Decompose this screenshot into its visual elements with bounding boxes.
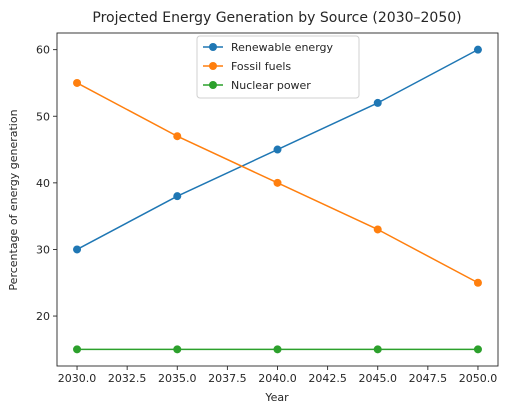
x-tick-label: 2042.5 [308, 372, 347, 385]
legend: Renewable energy Fossil fuels Nuclear powe… [196, 35, 360, 99]
x-tick-label: 2030.0 [58, 372, 97, 385]
legend-box [196, 35, 360, 99]
data-point-renewable-energy [173, 192, 182, 201]
data-point-renewable-energy [273, 145, 282, 154]
x-tick-label: 2047.5 [409, 372, 448, 385]
data-point-fossil-fuels [273, 178, 282, 187]
data-point-fossil-fuels [73, 78, 82, 87]
legend-marker-renewable-energy [209, 43, 217, 51]
data-point-fossil-fuels [373, 225, 382, 234]
data-point-nuclear-power [73, 345, 82, 354]
legend-label-nuclear-power: Nuclear power [231, 79, 311, 92]
x-tick-label: 2035.0 [158, 372, 197, 385]
legend-label-fossil-fuels: Fossil fuels [231, 60, 291, 73]
x-tick-label: 2037.5 [208, 372, 247, 385]
y-tick-label: 40 [36, 177, 50, 190]
x-tick-label: 2040.0 [258, 372, 297, 385]
y-tick-label: 60 [36, 44, 50, 57]
data-point-nuclear-power [373, 345, 382, 354]
y-tick-label: 20 [36, 310, 50, 323]
x-tick-label: 2050.0 [459, 372, 498, 385]
legend-marker-fossil-fuels [209, 62, 217, 70]
data-point-fossil-fuels [473, 278, 482, 287]
x-tick-label: 2045.0 [358, 372, 397, 385]
data-point-nuclear-power [173, 345, 182, 354]
x-axis-label: Year [264, 391, 289, 404]
y-tick-label: 50 [36, 110, 50, 123]
y-tick-label: 30 [36, 243, 50, 256]
legend-label-renewable-energy: Renewable energy [231, 41, 334, 54]
y-axis-label: Percentage of energy generation [7, 109, 20, 290]
data-point-nuclear-power [273, 345, 282, 354]
data-point-fossil-fuels [173, 132, 182, 141]
chart-title: Projected Energy Generation by Source (2… [92, 10, 461, 26]
x-tick-label: 2032.5 [108, 372, 147, 385]
data-point-renewable-energy [73, 245, 82, 254]
data-point-nuclear-power [473, 345, 482, 354]
data-point-renewable-energy [373, 98, 382, 107]
legend-marker-nuclear-power [209, 81, 217, 89]
plot-area: 2030.0 2032.5 2035.0 2037.5 2040.0 2042.5 2045… [36, 32, 499, 385]
data-point-renewable-energy [473, 45, 482, 54]
